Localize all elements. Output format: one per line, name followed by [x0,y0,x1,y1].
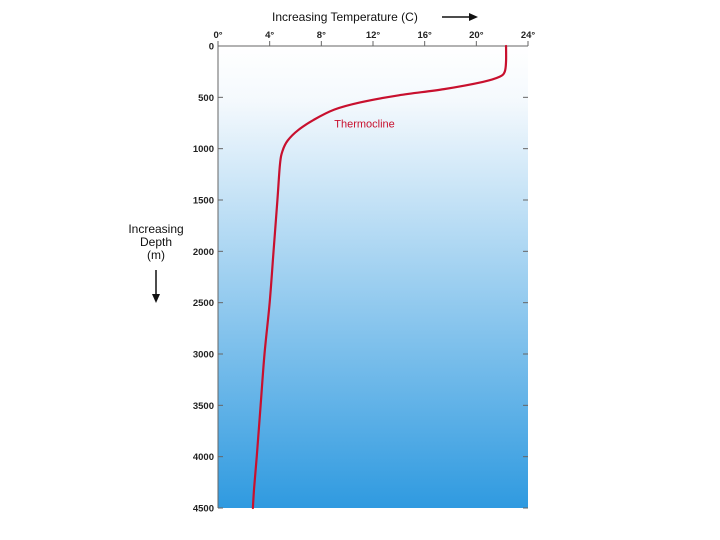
x-tick-label: 0° [213,30,222,41]
y-tick-label: 2500 [193,298,214,309]
y-tick-label: 0 [209,42,214,53]
x-tick-label: 8° [317,30,326,41]
temperature-profile-line [251,44,508,510]
y-tick-label: 500 [198,93,214,104]
y-tick-label: 1500 [193,196,214,207]
x-tick-label: 16° [417,30,432,41]
y-axis-title-line-3: (m) [147,248,165,262]
y-axis-title-line-2: Depth [140,235,172,249]
water-background [218,46,528,508]
x-axis-ticks: 0° 4° 8° 12° 16° 20° 24° [213,30,535,46]
down-arrow-icon [152,294,160,303]
x-tick-label: 4° [265,30,274,41]
y-tick-label: 3000 [193,350,214,361]
y-tick-label: 4000 [193,452,214,463]
y-tick-label: 3500 [193,401,214,412]
x-axis-title: Increasing Temperature (C) [272,10,418,24]
x-axis-title-group: Increasing Temperature (C) [272,10,478,24]
right-arrow-icon [469,13,478,21]
y-axis-title-line-1: Increasing [128,222,183,236]
y-tick-label: 4500 [193,504,214,515]
y-axis-ticks: 0 500 1000 1500 2000 2500 3000 3500 4000 4500 [193,42,528,515]
thermocline-label: Thermocline [334,118,395,130]
x-tick-label: 20° [469,30,484,41]
y-axis-title-group: Increasing Depth (m) [128,222,184,303]
y-tick-label: 1000 [193,144,214,155]
y-tick-label: 2000 [193,247,214,258]
x-tick-label: 12° [366,30,381,41]
x-tick-label: 24° [521,30,536,41]
